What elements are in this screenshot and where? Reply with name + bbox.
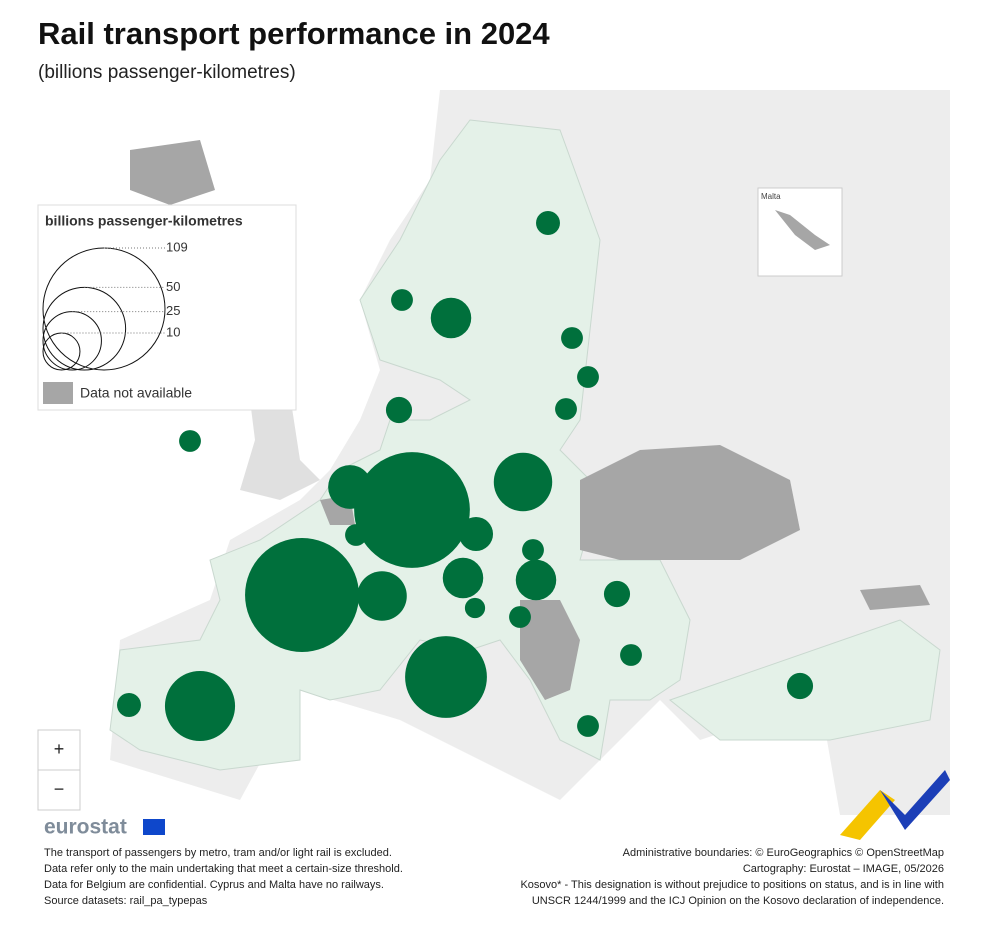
data-circle [509,606,531,628]
logo: eurostat [44,816,127,839]
note: Data for Belgium are confidential. Cypru… [44,879,384,891]
data-circle [522,539,544,561]
credit: Kosovo* - This designation is without pr… [520,879,944,891]
data-circle [786,672,814,700]
credit: UNSCR 1244/1999 and the ICJ Opinion on t… [532,895,944,907]
data-circle [464,597,486,619]
data-circle [179,430,201,452]
data-circle [493,452,553,512]
data-circle [385,396,413,424]
legend-label: 50 [166,279,180,294]
data-circle [458,516,494,552]
subtitle: (billions passenger-kilometres) [38,62,296,83]
no-data-label: Data not available [80,385,192,401]
data-circle [345,524,367,546]
legend-label: 25 [166,303,180,318]
data-circle [620,644,642,666]
data-circle [354,452,470,568]
data-circle [442,557,484,599]
credit: Cartography: Eurostat – IMAGE, 05/2026 [743,863,944,875]
data-circle [515,559,557,601]
data-circle [357,571,407,621]
inset-label: Malta [761,192,781,201]
data-circle [430,297,472,339]
eu-flag [143,819,165,835]
legend-label: 10 [166,324,180,339]
zoom-out[interactable]: − [54,779,65,799]
legend-sizes: 109 50 25 10 [42,239,188,371]
data-circle [577,366,599,388]
data-circle [391,289,413,311]
data-circle [164,670,236,742]
data-circle [117,693,141,717]
note: The transport of passengers by metro, tr… [44,847,392,859]
zoom-in[interactable]: + [54,739,65,759]
data-circle [577,715,599,737]
no-data-swatch [43,382,73,404]
credit: Administrative boundaries: © EuroGeograp… [623,847,944,859]
legend-title: billions passenger-kilometres [45,213,243,229]
data-circle [555,398,577,420]
data-circle [603,580,631,608]
data-circle [561,327,583,349]
legend-box [37,204,297,411]
note: Source datasets: rail_pa_typepas [44,895,208,907]
notes: The transport of passengers by metro, tr… [44,847,944,907]
data-circle [405,636,487,718]
data-circle [245,538,359,652]
legend-label: 109 [166,239,188,254]
circles [117,211,814,742]
basemap: Malta [109,90,950,815]
data-circle [536,211,560,235]
title: Rail transport performance in 2024 [38,16,550,51]
data-circle [328,465,372,509]
note: Data refer only to the main undertaking … [44,863,403,875]
